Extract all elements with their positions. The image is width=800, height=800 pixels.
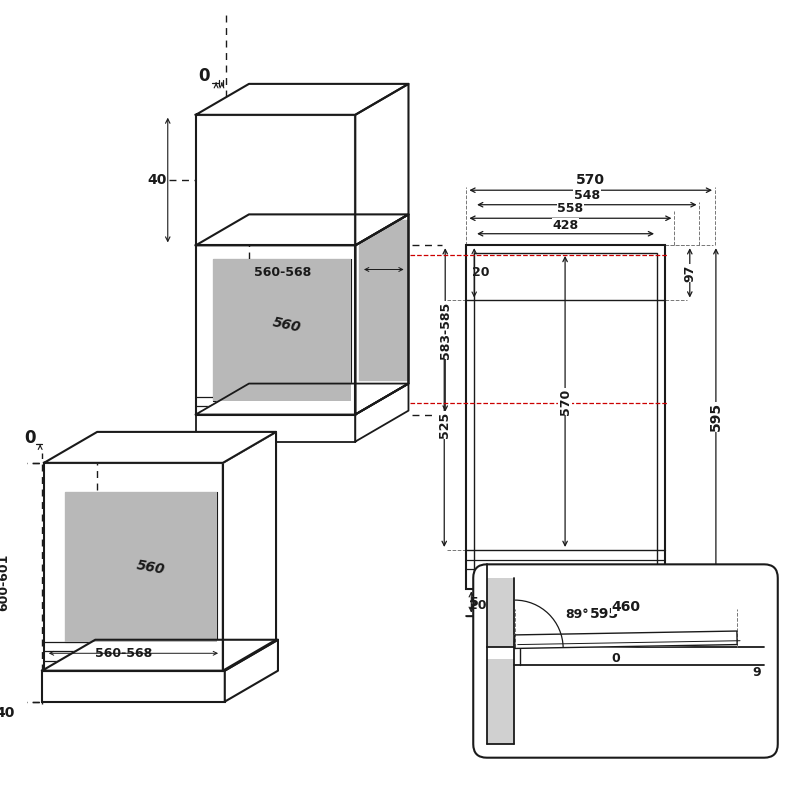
Bar	[213, 259, 351, 401]
Text: 40: 40	[0, 706, 15, 720]
Text: 560-568: 560-568	[254, 266, 311, 279]
Text: 558: 558	[558, 202, 583, 215]
Text: 0: 0	[24, 429, 35, 446]
Text: 20: 20	[472, 266, 490, 279]
Text: 560: 560	[135, 558, 166, 577]
Bar	[486, 659, 514, 744]
Text: 548: 548	[574, 189, 600, 202]
Text: 5: 5	[470, 595, 478, 609]
Polygon shape	[355, 84, 409, 246]
Polygon shape	[196, 214, 409, 246]
Bar	[196, 115, 355, 246]
Text: 570: 570	[558, 388, 571, 414]
Text: 595: 595	[590, 607, 618, 622]
Polygon shape	[42, 640, 278, 670]
Text: 583-585: 583-585	[438, 302, 452, 358]
Polygon shape	[359, 220, 409, 380]
Text: 560-568: 560-568	[94, 646, 152, 660]
Bar	[66, 492, 217, 642]
Text: 600-601: 600-601	[0, 554, 10, 611]
Text: 0: 0	[198, 67, 210, 85]
Text: 570: 570	[576, 174, 606, 187]
Bar	[466, 246, 665, 589]
FancyBboxPatch shape	[474, 564, 778, 758]
Polygon shape	[196, 84, 409, 115]
Text: 428: 428	[553, 218, 578, 232]
Text: 460: 460	[611, 600, 641, 614]
Text: 89°: 89°	[565, 608, 589, 621]
Text: 40: 40	[147, 173, 166, 187]
Bar	[42, 670, 225, 702]
Bar	[474, 253, 657, 581]
Polygon shape	[514, 631, 737, 649]
Polygon shape	[355, 383, 409, 442]
Polygon shape	[355, 214, 409, 414]
Text: 525: 525	[438, 412, 450, 438]
Text: 97: 97	[683, 264, 696, 282]
Text: 20: 20	[470, 599, 487, 613]
Polygon shape	[225, 640, 278, 702]
Text: 0: 0	[611, 652, 620, 666]
Bar	[196, 246, 355, 414]
Polygon shape	[44, 432, 276, 463]
Text: 560: 560	[271, 314, 302, 334]
Polygon shape	[196, 383, 409, 414]
Bar	[196, 414, 355, 442]
Bar	[44, 463, 223, 670]
Text: 9: 9	[752, 666, 761, 679]
Text: 595: 595	[709, 402, 723, 431]
Polygon shape	[223, 432, 276, 670]
Bar	[486, 578, 514, 646]
